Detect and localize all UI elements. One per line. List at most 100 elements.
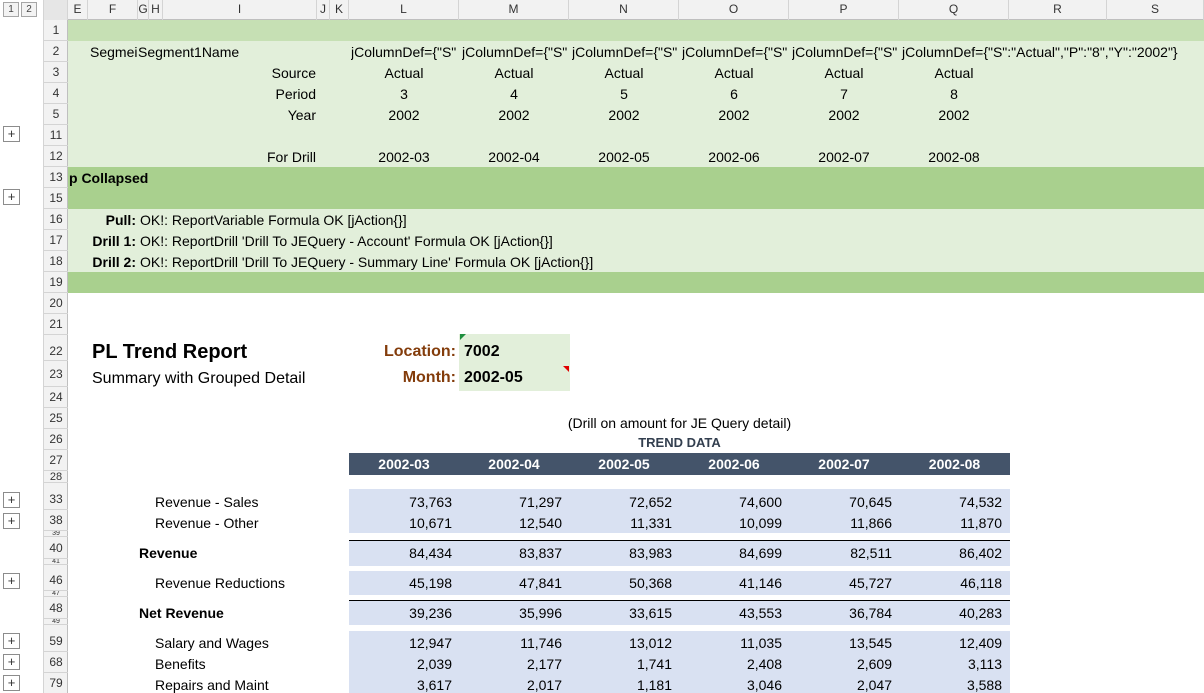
column-def-cell[interactable]: jColumnDef={"S" xyxy=(572,44,678,60)
column-def-cell[interactable]: jColumnDef={"S" xyxy=(462,44,568,60)
source-cell[interactable]: Actual xyxy=(934,65,974,81)
amount-cell[interactable]: 43,553 xyxy=(739,605,782,621)
amount-cell[interactable]: 11,331 xyxy=(630,515,672,531)
outline-level-1-button[interactable]: 1 xyxy=(3,2,19,17)
for-drill-cell[interactable]: 2002-07 xyxy=(818,149,870,165)
row-header[interactable]: 3 xyxy=(44,62,68,83)
amount-cell[interactable]: 12,409 xyxy=(959,635,1002,651)
period-cell[interactable]: 6 xyxy=(730,86,738,102)
year-cell[interactable]: 2002 xyxy=(388,107,420,123)
amount-cell[interactable]: 10,671 xyxy=(409,515,452,531)
column-header-i[interactable]: I xyxy=(163,0,317,20)
amount-cell[interactable]: 1,181 xyxy=(636,677,672,693)
expand-group-button[interactable]: + xyxy=(3,513,20,529)
source-cell[interactable]: Actual xyxy=(824,65,864,81)
amount-cell[interactable]: 84,699 xyxy=(739,545,782,561)
for-drill-cell[interactable]: 2002-05 xyxy=(598,149,650,165)
column-def-cell[interactable]: jColumnDef={"S":"Actual","P":"8","Y":"20… xyxy=(902,44,1178,60)
amount-cell[interactable]: 39,236 xyxy=(409,605,452,621)
source-cell[interactable]: Actual xyxy=(384,65,424,81)
expand-group-button[interactable]: + xyxy=(3,633,20,649)
amount-cell[interactable]: 2,177 xyxy=(526,656,562,672)
row-header[interactable]: 28 xyxy=(44,471,68,483)
amount-cell[interactable]: 86,402 xyxy=(959,545,1002,561)
column-header-k[interactable]: K xyxy=(330,0,349,20)
row-header[interactable]: 1 xyxy=(44,20,68,41)
column-header-n[interactable]: N xyxy=(569,0,679,20)
row-header[interactable]: 12 xyxy=(44,146,68,167)
amount-cell[interactable]: 84,434 xyxy=(409,545,452,561)
row-header[interactable]: 25 xyxy=(44,408,68,429)
amount-cell[interactable]: 10,099 xyxy=(739,515,782,531)
year-cell[interactable]: 2002 xyxy=(938,107,970,123)
amount-cell[interactable]: 83,837 xyxy=(519,545,562,561)
column-header-l[interactable]: L xyxy=(349,0,459,20)
year-cell[interactable]: 2002 xyxy=(828,107,860,123)
column-header-p[interactable]: P xyxy=(789,0,899,20)
row-header[interactable]: 24 xyxy=(44,387,68,408)
row-header[interactable]: 16 xyxy=(44,209,68,230)
row-header[interactable]: 33 xyxy=(44,483,68,510)
row-header[interactable]: 15 xyxy=(44,188,68,209)
expand-group-button[interactable]: + xyxy=(3,492,20,508)
amount-cell[interactable]: 47,841 xyxy=(519,575,562,591)
row-header[interactable]: 46 xyxy=(44,565,68,591)
period-cell[interactable]: 7 xyxy=(840,86,848,102)
amount-cell[interactable]: 13,545 xyxy=(849,635,892,651)
amount-cell[interactable]: 3,113 xyxy=(968,656,1002,672)
amount-cell[interactable]: 1,741 xyxy=(636,656,672,672)
row-header[interactable]: 17 xyxy=(44,230,68,251)
period-cell[interactable]: 4 xyxy=(510,86,518,102)
year-cell[interactable]: 2002 xyxy=(718,107,750,123)
month-input[interactable]: 2002-05 xyxy=(464,369,523,386)
for-drill-cell[interactable]: 2002-06 xyxy=(708,149,760,165)
amount-cell[interactable]: 45,198 xyxy=(409,575,452,591)
row-header[interactable]: 19 xyxy=(44,272,68,293)
for-drill-cell[interactable]: 2002-04 xyxy=(488,149,540,165)
row-header[interactable]: 49 xyxy=(44,619,68,625)
amount-cell[interactable]: 74,600 xyxy=(739,494,782,510)
row-header[interactable]: 39 xyxy=(44,531,68,537)
row-header[interactable]: 4 xyxy=(44,83,68,104)
amount-cell[interactable]: 3,046 xyxy=(746,677,782,693)
row-header[interactable]: 22 xyxy=(44,335,68,361)
amount-cell[interactable]: 11,035 xyxy=(740,635,782,651)
column-def-cell[interactable]: jColumnDef={"S" xyxy=(792,44,898,60)
expand-group-button[interactable]: + xyxy=(3,189,20,205)
row-header[interactable]: 26 xyxy=(44,429,68,450)
row-header[interactable]: 2 xyxy=(44,41,68,62)
amount-cell[interactable]: 2,017 xyxy=(526,677,562,693)
column-header-h[interactable]: H xyxy=(149,0,163,20)
expand-group-button[interactable]: + xyxy=(3,126,20,142)
amount-cell[interactable]: 45,727 xyxy=(849,575,892,591)
column-header-q[interactable]: Q xyxy=(899,0,1009,20)
row-header[interactable]: 11 xyxy=(44,125,68,146)
expand-group-button[interactable]: + xyxy=(3,573,20,589)
row-header[interactable]: 21 xyxy=(44,314,68,335)
period-cell[interactable]: 5 xyxy=(620,86,628,102)
row-header[interactable]: 68 xyxy=(44,652,68,673)
amount-cell[interactable]: 11,746 xyxy=(520,635,562,651)
row-header[interactable]: 13 xyxy=(44,167,68,188)
row-header[interactable]: 79 xyxy=(44,673,68,693)
row-header[interactable]: 27 xyxy=(44,450,68,471)
year-cell[interactable]: 2002 xyxy=(608,107,640,123)
year-cell[interactable]: 2002 xyxy=(498,107,530,123)
amount-cell[interactable]: 35,996 xyxy=(519,605,562,621)
amount-cell[interactable]: 36,784 xyxy=(849,605,892,621)
amount-cell[interactable]: 3,617 xyxy=(416,677,452,693)
column-header-o[interactable]: O xyxy=(679,0,789,20)
row-header[interactable]: 40 xyxy=(44,537,68,559)
amount-cell[interactable]: 2,039 xyxy=(416,656,452,672)
amount-cell[interactable]: 11,866 xyxy=(850,515,892,531)
amount-cell[interactable]: 13,012 xyxy=(629,635,672,651)
row-header[interactable]: 41 xyxy=(44,559,68,565)
row-header[interactable]: 23 xyxy=(44,361,68,387)
amount-cell[interactable]: 46,118 xyxy=(960,575,1002,591)
amount-cell[interactable]: 41,146 xyxy=(739,575,782,591)
column-def-cell[interactable]: jColumnDef={"S" xyxy=(682,44,788,60)
row-header[interactable]: 38 xyxy=(44,510,68,531)
column-header-g[interactable]: G xyxy=(138,0,149,20)
column-header-m[interactable]: M xyxy=(459,0,569,20)
row-header[interactable]: 48 xyxy=(44,597,68,619)
